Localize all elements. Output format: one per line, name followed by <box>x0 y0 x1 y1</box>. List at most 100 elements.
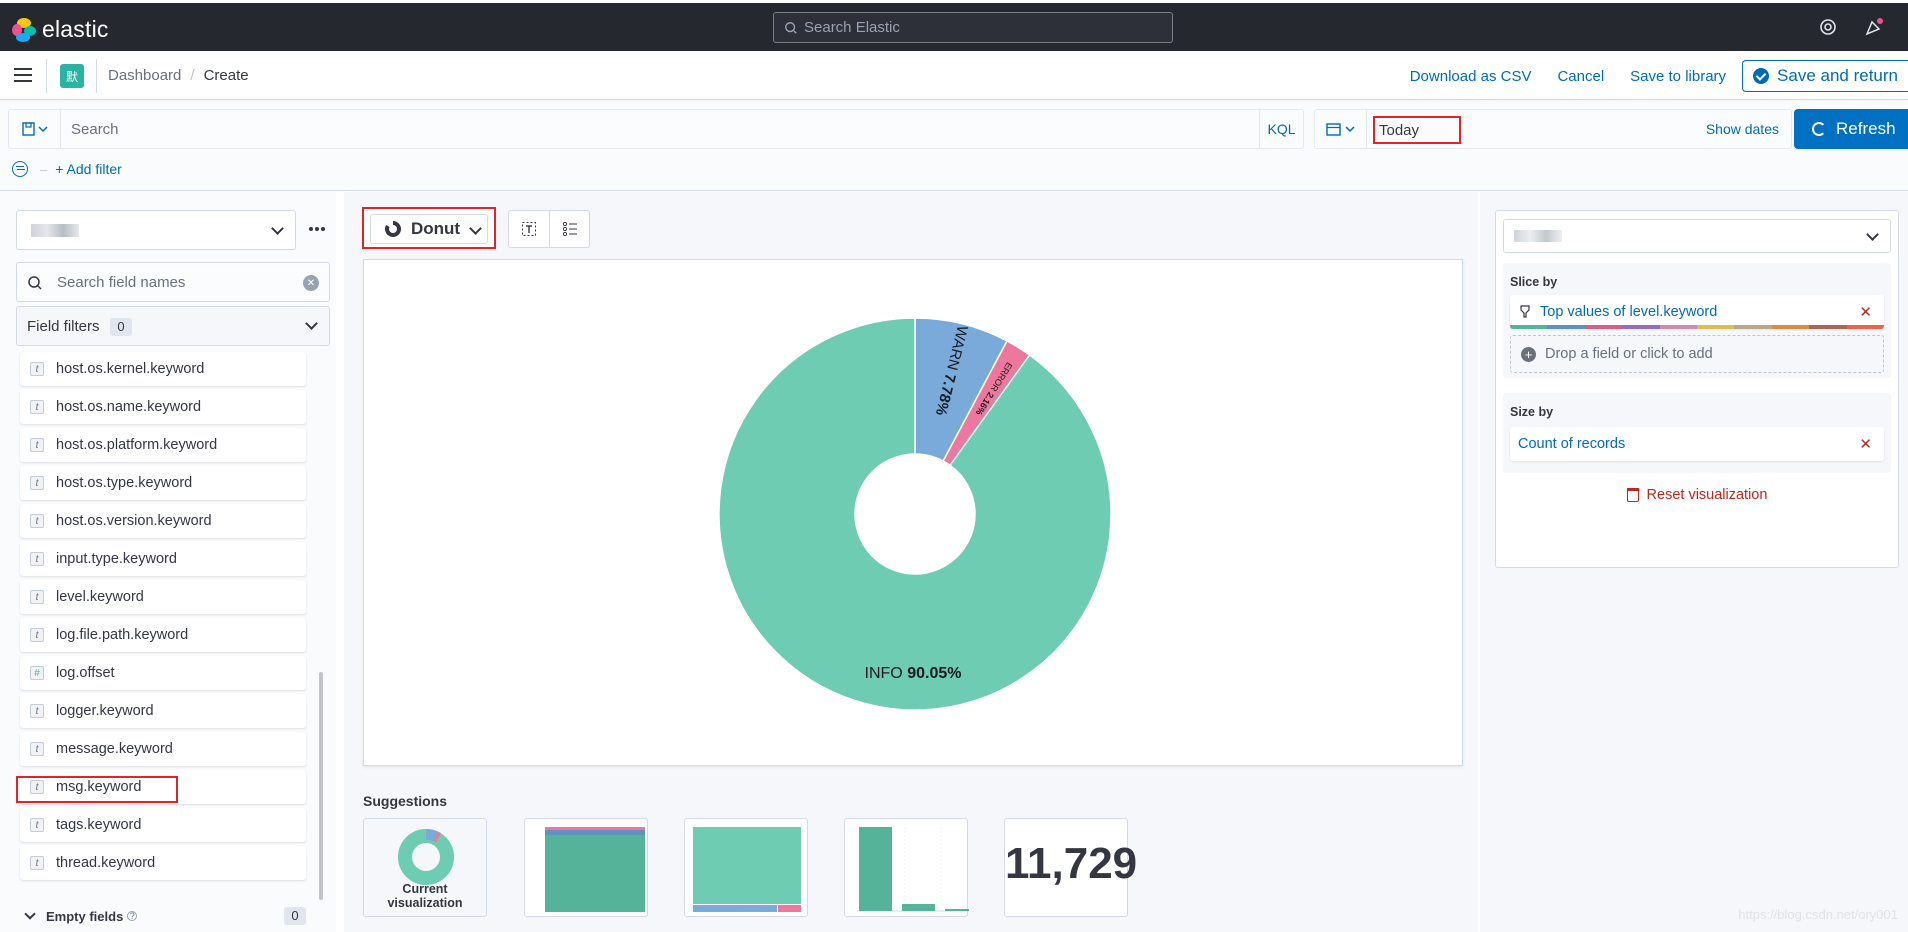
field-item[interactable]: t log.file.path.keyword <box>20 618 306 652</box>
breadcrumb: Dashboard / Create <box>108 67 249 84</box>
chevron-down-icon <box>469 222 482 235</box>
chart-type-button[interactable]: Donut <box>370 214 488 244</box>
kql-language-toggle[interactable]: KQL <box>1259 110 1303 148</box>
save-and-return-label: Save and return <box>1777 66 1898 85</box>
suggestions-title: Suggestions <box>363 793 448 809</box>
breadcrumb-create: Create <box>203 67 249 84</box>
menu-icon[interactable] <box>14 68 32 82</box>
field-item[interactable]: t host.os.type.keyword <box>20 466 306 500</box>
saved-query-menu[interactable] <box>9 110 61 148</box>
field-item[interactable]: t logger.keyword <box>20 694 306 728</box>
available-fields-list: t host.os.kernel.keyword t host.os.name.ke… <box>20 352 306 884</box>
search-icon <box>785 21 797 34</box>
filter-icon[interactable] <box>12 161 28 177</box>
string-type-icon: t <box>30 742 44 756</box>
suggestion-treemap[interactable] <box>524 818 648 917</box>
newsfeed-icon[interactable] <box>1862 15 1886 39</box>
workspace: Donut WARN 7.78% ERROR 2.16% INFO 90.05% S… <box>344 192 1478 932</box>
suggestion-treemap-thumbnail <box>545 827 645 912</box>
field-name: host.os.version.keyword <box>56 513 212 529</box>
global-search-input[interactable]: Search Elastic <box>773 12 1173 43</box>
field-list-scrollbar[interactable] <box>319 672 323 900</box>
elastic-logo[interactable]: elastic <box>12 16 109 43</box>
field-name: level.keyword <box>56 589 144 605</box>
empty-fields-toggle[interactable]: Empty fields ? 0 <box>20 904 310 928</box>
index-pattern-select[interactable] <box>16 210 296 250</box>
field-item[interactable]: t msg.keyword <box>20 770 306 804</box>
chart-type-label: Donut <box>411 219 461 238</box>
empty-fields-label: Empty fields <box>46 908 124 924</box>
donut-chart[interactable]: WARN 7.78% ERROR 2.16%INFO 90.05% <box>364 260 1464 767</box>
slice-label-info: INFO 90.05% <box>865 665 962 682</box>
chart-type-switcher[interactable]: Donut <box>362 207 496 249</box>
field-name: message.keyword <box>56 741 173 757</box>
field-item[interactable]: t message.keyword <box>20 732 306 766</box>
palette-swatch <box>1697 325 1735 329</box>
quick-date-menu[interactable] <box>1315 110 1367 148</box>
field-item[interactable]: t host.os.platform.keyword <box>20 428 306 462</box>
breadcrumb-dashboard[interactable]: Dashboard <box>108 67 182 84</box>
chevron-down-icon <box>1866 228 1879 241</box>
field-name: msg.keyword <box>56 779 142 795</box>
palette-swatch <box>1809 325 1847 329</box>
breadcrumb-bar: 默 Dashboard / Create Download as CSV Can… <box>0 51 1908 100</box>
string-type-icon: t <box>30 780 44 794</box>
space-avatar[interactable]: 默 <box>60 64 84 88</box>
field-filters-toggle[interactable]: Field filters 0 <box>16 306 330 346</box>
palette-swatch <box>1734 325 1772 329</box>
save-and-return-button[interactable]: Save and return <box>1742 60 1908 92</box>
save-icon <box>21 122 48 136</box>
cancel-link[interactable]: Cancel <box>1557 67 1605 85</box>
donut-slice-info[interactable] <box>718 317 1112 711</box>
slice-by-label: Slice by <box>1510 275 1558 289</box>
field-search-input[interactable]: Search field names ✕ <box>16 262 330 302</box>
chevron-down-icon <box>305 317 318 330</box>
value-labels-button[interactable] <box>509 211 549 247</box>
layer-data-source-select[interactable] <box>1503 219 1891 253</box>
save-to-library-link[interactable]: Save to library <box>1630 67 1727 85</box>
refresh-label: Refresh <box>1836 119 1896 138</box>
palette-swatch <box>1659 325 1698 329</box>
date-range-value[interactable]: Today <box>1373 116 1461 144</box>
field-item[interactable]: t host.os.version.keyword <box>20 504 306 538</box>
field-item[interactable]: t host.os.name.keyword <box>20 390 306 424</box>
download-csv-link[interactable]: Download as CSV <box>1409 67 1532 85</box>
string-type-icon: t <box>30 476 44 490</box>
field-item[interactable]: t host.os.kernel.keyword <box>20 352 306 386</box>
field-item[interactable]: t tags.keyword <box>20 808 306 842</box>
more-options-icon[interactable] <box>309 227 325 231</box>
palette-swatch <box>1510 325 1548 329</box>
suggestion-bar[interactable] <box>844 818 978 917</box>
divider <box>46 59 47 93</box>
remove-icon[interactable]: ✕ <box>1859 304 1872 321</box>
suggestion-mosaic[interactable] <box>684 818 808 917</box>
query-input[interactable]: Search KQL <box>8 109 1304 149</box>
legend-settings-button[interactable] <box>549 211 589 247</box>
field-name: input.type.keyword <box>56 551 177 567</box>
suggestion-donut-thumbnail <box>398 829 454 885</box>
add-filter-link[interactable]: + Add filter <box>55 161 122 177</box>
field-name: log.offset <box>56 665 115 681</box>
date-picker[interactable]: Today Show dates <box>1314 109 1792 149</box>
slice-by-dimension[interactable]: Top values of level.keyword ✕ <box>1510 295 1884 329</box>
string-type-icon: t <box>30 628 44 642</box>
search-icon <box>28 276 42 290</box>
remove-icon[interactable]: ✕ <box>1859 436 1872 453</box>
suggestion-mosaic-thumbnail <box>693 827 801 912</box>
field-item[interactable]: t thread.keyword <box>20 846 306 880</box>
suggestion-metric[interactable]: 11,729 <box>1004 818 1137 917</box>
refresh-button[interactable]: Refresh <box>1794 109 1908 149</box>
clear-icon[interactable]: ✕ <box>303 275 319 291</box>
field-item-level-keyword[interactable]: t level.keyword <box>20 580 306 614</box>
show-dates-link[interactable]: Show dates <box>1705 121 1779 137</box>
help-icon[interactable] <box>1816 15 1840 39</box>
string-type-icon: t <box>30 362 44 376</box>
size-by-dimension[interactable]: Count of records ✕ <box>1510 427 1884 461</box>
suggestion-current[interactable]: Current visualization <box>363 818 487 917</box>
field-item[interactable]: t input.type.keyword <box>20 542 306 576</box>
field-item[interactable]: # log.offset <box>20 656 306 690</box>
refresh-icon <box>1812 122 1826 136</box>
add-slice-dimension[interactable]: + Drop a field or click to add <box>1510 335 1884 373</box>
reset-visualization-button[interactable]: Reset visualization <box>1496 487 1898 503</box>
